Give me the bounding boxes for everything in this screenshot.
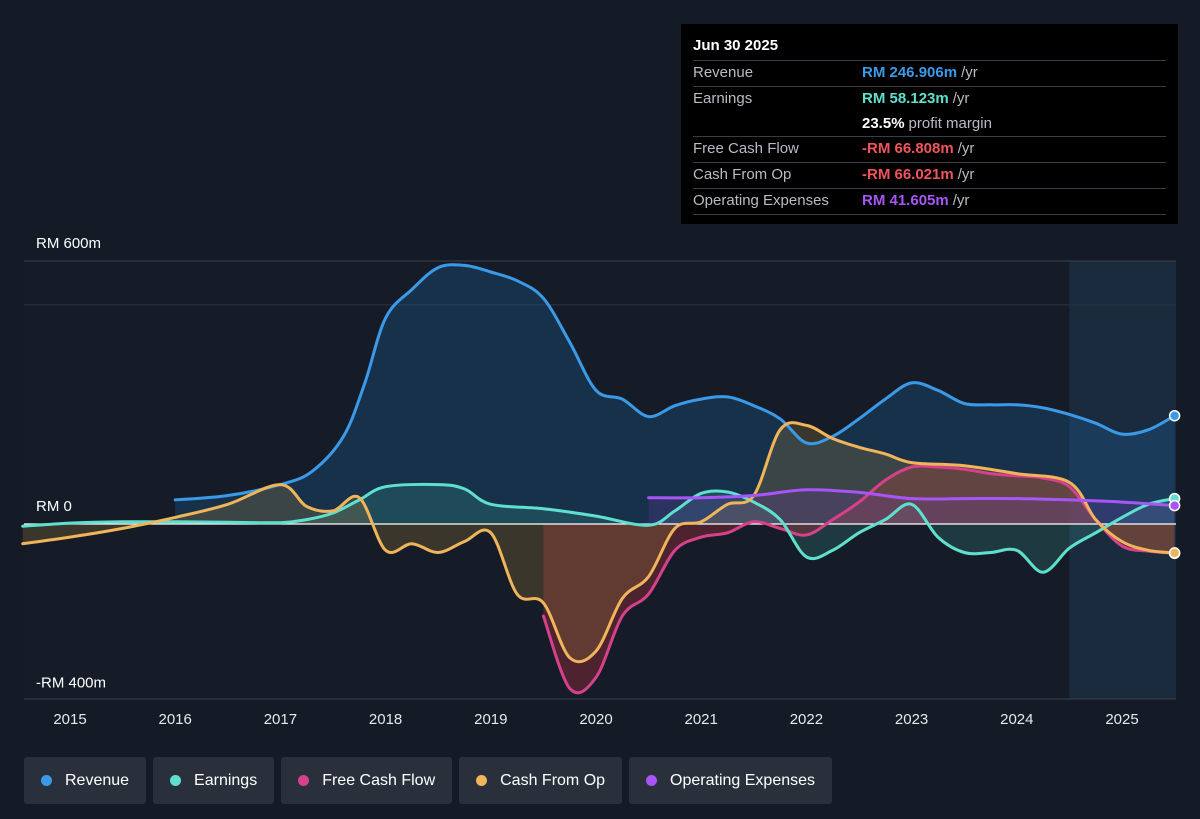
tooltip-row-label: Earnings bbox=[693, 89, 753, 107]
series-end-point bbox=[1168, 547, 1181, 559]
tooltip-row-unit: profit margin bbox=[908, 114, 992, 132]
x-tick-label: 2025 bbox=[1105, 711, 1138, 728]
chart-legend: Revenue Earnings Free Cash Flow Cash From O… bbox=[24, 757, 833, 804]
tooltip-row: Free Cash Flow -RM 66.808m/yr bbox=[693, 136, 1166, 162]
tooltip-row-label bbox=[693, 112, 862, 137]
legend-label: Free Cash Flow bbox=[322, 771, 436, 789]
tooltip-row-value: RM 58.123m bbox=[862, 89, 949, 107]
tooltip-row-unit: /yr bbox=[952, 191, 970, 209]
tooltip-row-label: Free Cash Flow bbox=[693, 140, 799, 158]
tooltip-row-label: Revenue bbox=[693, 64, 754, 81]
x-tick-label: 2018 bbox=[369, 711, 402, 728]
y-tick-label: RM 0 bbox=[36, 498, 72, 515]
legend-dot-icon bbox=[646, 775, 658, 786]
tooltip-row-value: RM 246.906m bbox=[862, 64, 958, 81]
legend-item-revenue[interactable]: Revenue bbox=[24, 757, 147, 804]
legend-label: Operating Expenses bbox=[670, 771, 816, 789]
legend-dot-icon bbox=[476, 775, 488, 786]
tooltip-row: Revenue RM 246.906m/yr bbox=[693, 60, 1166, 86]
x-tick-label: 2023 bbox=[895, 711, 928, 728]
tooltip-panel: Jun 30 2025 Revenue RM 246.906m/yr Earning… bbox=[681, 24, 1178, 224]
plot-area bbox=[24, 261, 1176, 699]
x-tick-label: 2019 bbox=[474, 711, 507, 728]
legend-dot-icon bbox=[41, 775, 52, 786]
tooltip-row-value: RM 41.605m bbox=[862, 191, 949, 209]
series-end-point bbox=[1168, 499, 1181, 512]
tooltip-row: Operating Expenses RM 41.605m/yr bbox=[693, 187, 1166, 215]
tooltip-row-label: Cash From Op bbox=[693, 166, 792, 184]
tooltip-row-label: Operating Expenses bbox=[693, 191, 829, 209]
x-tick-label: 2024 bbox=[1000, 711, 1033, 728]
y-tick-label: RM 600m bbox=[36, 235, 101, 252]
x-tick-label: 2017 bbox=[264, 711, 297, 728]
forecast-highlight bbox=[1069, 261, 1176, 699]
x-tick-label: 2022 bbox=[790, 711, 823, 728]
x-tick-label: 2016 bbox=[159, 711, 192, 728]
series-line-revenue bbox=[173, 263, 1177, 502]
series-line-free-cash-flow bbox=[541, 464, 1177, 695]
area-cash-from-op bbox=[22, 422, 1175, 662]
series-line-operating-expenses bbox=[647, 488, 1177, 508]
area-operating-expenses bbox=[648, 489, 1175, 524]
tooltip-row-unit: /yr bbox=[952, 89, 970, 107]
tooltip-row: 23.5% profit margin bbox=[693, 112, 1166, 137]
tooltip-row: Earnings RM 58.123m/yr bbox=[693, 85, 1166, 112]
tooltip-row-unit: /yr bbox=[961, 64, 978, 81]
legend-label: Earnings bbox=[194, 771, 258, 789]
legend-dot-icon bbox=[170, 775, 182, 786]
x-tick-label: 2021 bbox=[685, 711, 718, 728]
legend-dot-icon bbox=[298, 775, 310, 786]
legend-item-operating-expenses[interactable]: Operating Expenses bbox=[629, 757, 833, 804]
tooltip-row-value: -RM 66.808m bbox=[862, 140, 954, 158]
tooltip-date: Jun 30 2025 bbox=[693, 37, 779, 54]
tooltip-row-unit: /yr bbox=[957, 140, 975, 158]
y-tick-label: -RM 400m bbox=[36, 674, 106, 691]
area-revenue bbox=[175, 264, 1175, 524]
area-free-cash-flow bbox=[543, 465, 1175, 693]
legend-label: Revenue bbox=[65, 771, 130, 789]
x-tick-label: 2020 bbox=[579, 711, 612, 728]
legend-label: Cash From Op bbox=[500, 771, 606, 789]
legend-item-free-cash-flow[interactable]: Free Cash Flow bbox=[281, 757, 453, 804]
tooltip-row: Cash From Op -RM 66.021m/yr bbox=[693, 162, 1166, 188]
area-earnings bbox=[22, 484, 1175, 573]
tooltip-row-value: 23.5% bbox=[862, 114, 905, 132]
series-end-point bbox=[1168, 409, 1181, 422]
tooltip-row-value: -RM 66.021m bbox=[862, 166, 954, 184]
legend-item-earnings[interactable]: Earnings bbox=[153, 757, 275, 804]
legend-item-cash-from-op[interactable]: Cash From Op bbox=[459, 757, 623, 804]
series-line-earnings bbox=[21, 482, 1177, 574]
series-line-cash-from-op bbox=[21, 421, 1177, 664]
tooltip-row-unit: /yr bbox=[957, 166, 975, 184]
x-tick-label: 2015 bbox=[53, 711, 86, 728]
